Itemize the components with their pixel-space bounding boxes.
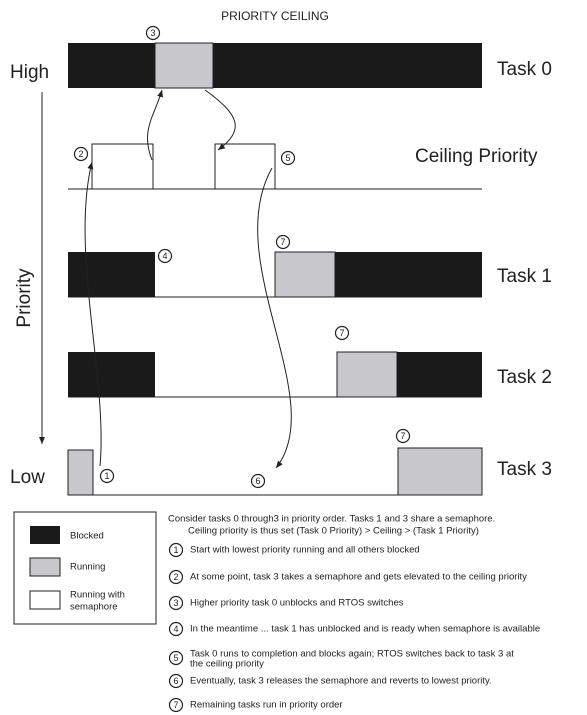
legend-swatch	[29, 557, 61, 577]
blocked	[68, 43, 482, 88]
row-label: Task 2	[497, 367, 552, 388]
note-circle	[168, 650, 184, 666]
note-text: Eventually, task 3 releases the semaphor…	[190, 676, 492, 687]
marker-number: 2	[78, 149, 83, 159]
note-text: In the meantime ... task 1 has unblocked…	[190, 624, 540, 635]
marker-number: 6	[255, 476, 260, 486]
legend-swatch	[29, 590, 61, 610]
blocked	[335, 252, 482, 297]
note-number: 2	[173, 572, 178, 582]
running-sem	[214, 143, 276, 190]
legend-label: semaphore	[70, 602, 118, 613]
marker-number: 4	[162, 251, 167, 261]
note-circle	[168, 621, 184, 637]
arrow	[204, 89, 236, 151]
running	[274, 251, 336, 298]
note-circle	[168, 697, 184, 713]
marker-number: 3	[150, 28, 155, 38]
note-text: Higher priority task 0 unblocks and RTOS…	[190, 598, 404, 609]
row-label: Task 1	[497, 266, 552, 287]
marker-number: 7	[339, 328, 344, 338]
note-number: 4	[173, 624, 178, 634]
arrow	[84, 161, 102, 467]
marker-circle	[250, 473, 266, 489]
note-text: Task 0 runs to completion and blocks aga…	[190, 649, 514, 660]
note-circle	[168, 673, 184, 689]
running-sem	[91, 143, 154, 190]
running	[154, 42, 214, 89]
marker-number: 7	[280, 237, 285, 247]
note-text: At some point, task 3 takes a semaphore …	[190, 572, 527, 583]
note-number: 6	[173, 676, 178, 686]
running	[336, 351, 398, 398]
marker-circle	[73, 146, 89, 162]
marker-circle	[334, 325, 350, 341]
row-label: Task 3	[497, 459, 552, 480]
axis-high: High	[10, 62, 49, 83]
running	[67, 449, 94, 496]
note-number: 3	[173, 598, 178, 608]
legend-label: Running	[70, 562, 105, 573]
blocked	[397, 352, 482, 397]
note-circle	[168, 569, 184, 585]
row-label: Task 0	[497, 59, 552, 80]
legend-label: Blocked	[70, 531, 104, 542]
note-number: 1	[173, 545, 178, 555]
blocked	[68, 352, 155, 397]
marker-circle	[145, 25, 161, 41]
axis-low: Low	[10, 467, 45, 488]
blocked	[68, 252, 155, 297]
arrow	[147, 89, 163, 161]
intro: Ceiling priority is thus set (Task 0 Pri…	[188, 526, 479, 537]
marker-number: 7	[400, 431, 405, 441]
running	[397, 447, 483, 496]
note-circle	[168, 542, 184, 558]
row-label: Ceiling Priority	[415, 146, 538, 167]
note-text: the ceiling priority	[190, 659, 264, 670]
marker-circle	[99, 468, 115, 484]
axis-label: Priority	[14, 268, 35, 328]
note-text: Remaining tasks run in priority order	[190, 700, 343, 711]
arrow	[257, 167, 292, 469]
marker-circle	[395, 428, 411, 444]
intro: Consider tasks 0 through3 in priority or…	[168, 514, 495, 525]
marker-circle	[275, 234, 291, 250]
marker-circle	[157, 248, 173, 264]
marker-number: 1	[104, 471, 109, 481]
legend-swatch	[30, 526, 60, 544]
note-circle	[168, 595, 184, 611]
note-number: 5	[173, 653, 178, 663]
marker-circle	[280, 150, 296, 166]
note-text: Start with lowest priority running and a…	[190, 545, 420, 556]
note-number: 7	[173, 700, 178, 710]
title: PRIORITY CEILING	[221, 9, 329, 23]
legend-label: Running with	[70, 590, 125, 601]
marker-number: 5	[285, 153, 290, 163]
